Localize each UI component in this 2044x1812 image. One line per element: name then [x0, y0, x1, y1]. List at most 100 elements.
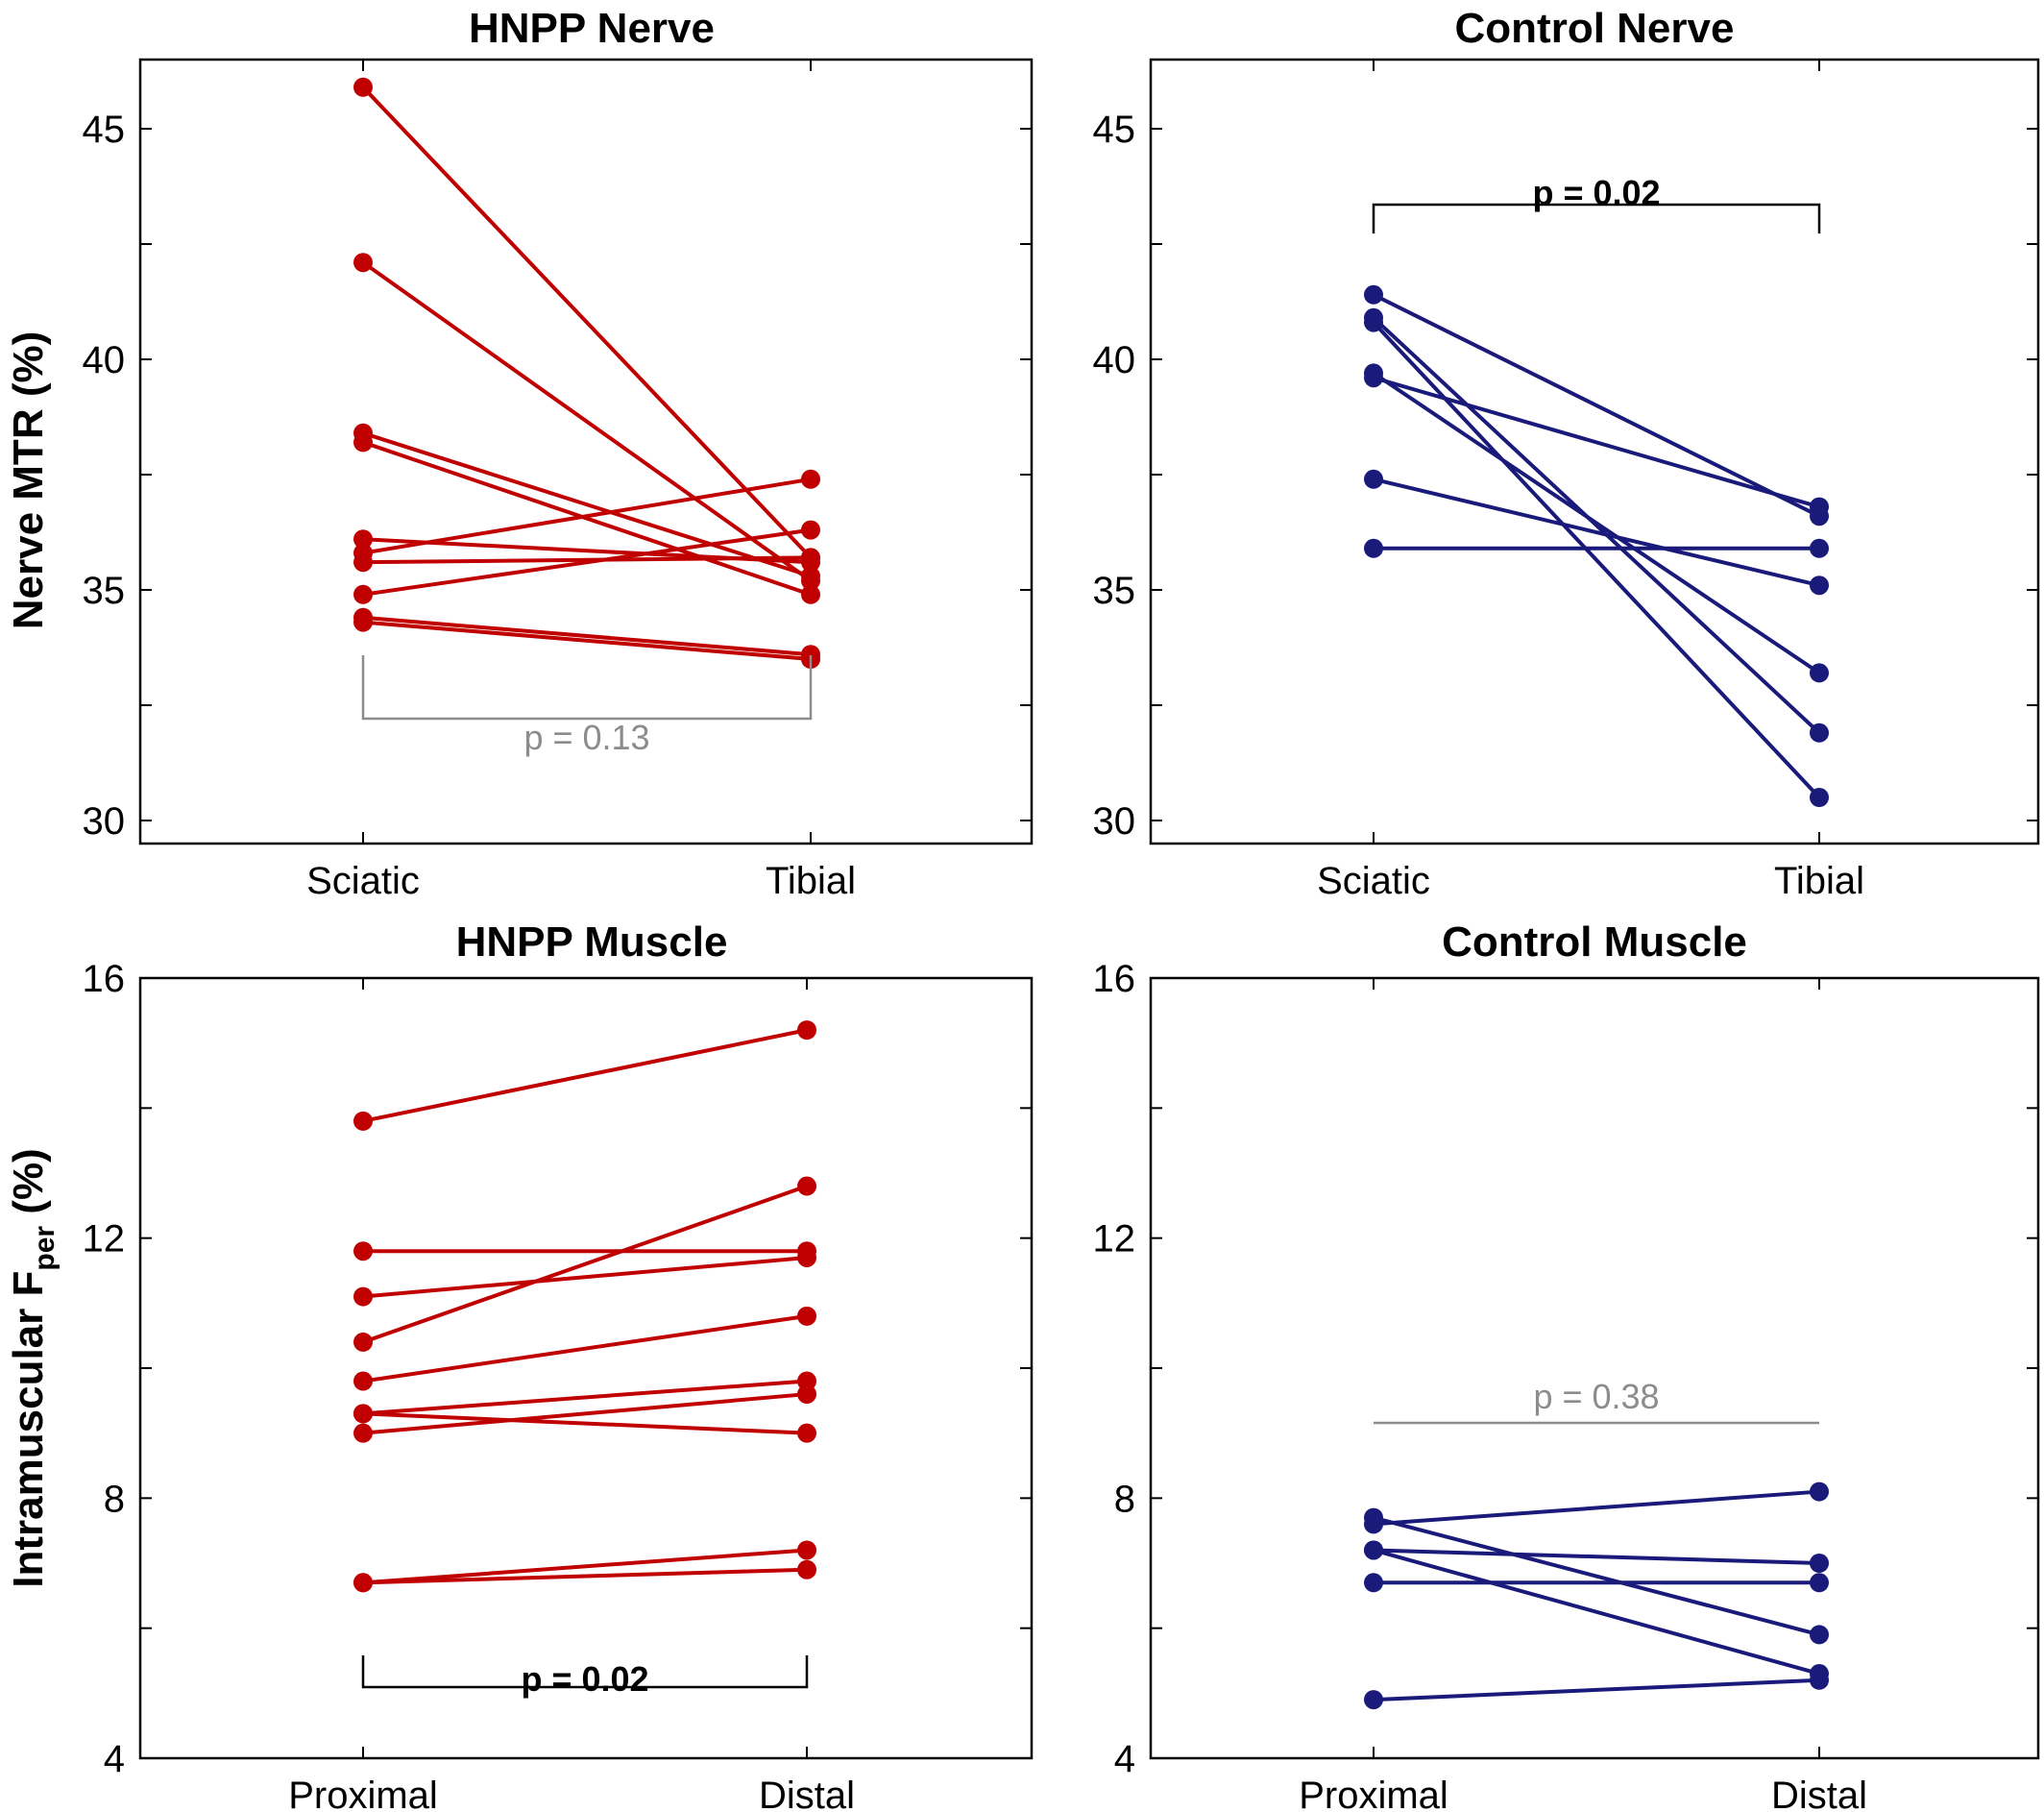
panel-control-muscle: Control Muscle 4 8 12 16 Proximal Distal p =… — [1093, 918, 2040, 1812]
x-tick-labels: Proximal Distal — [288, 1775, 855, 1812]
data-point — [353, 253, 373, 273]
series-line — [362, 1392, 808, 1435]
data-point — [353, 432, 373, 453]
data-point — [1810, 663, 1829, 683]
panel-title: Control Muscle — [1442, 918, 1747, 966]
x-tick-labels: Sciatic Tibial — [306, 860, 856, 902]
y-tick-labels: 4 8 12 16 — [1093, 958, 1136, 1780]
series-line — [362, 1028, 808, 1123]
data-point — [353, 1371, 373, 1391]
data-point — [1810, 1481, 1829, 1502]
p-value-label: p = 0.38 — [1533, 1377, 1659, 1416]
data-point — [801, 548, 820, 568]
y-tick-label: 30 — [83, 800, 126, 843]
panel-hnpp-nerve: HNPP Nerve 30 35 40 45 Sciatic Tibial p = 0.… — [83, 5, 1034, 902]
y-tick-label: 8 — [104, 1478, 125, 1520]
data-point — [1364, 469, 1383, 489]
data-point — [797, 1423, 816, 1443]
data-point — [801, 566, 820, 586]
panel-control-nerve: Control Nerve 30 35 40 45 Sciatic Tibial p =… — [1093, 5, 2040, 902]
data-point — [1810, 788, 1829, 807]
y-tick-label: 35 — [1093, 570, 1136, 612]
y-axis-label-muscle-unit: (%) — [5, 1148, 52, 1226]
data-point — [797, 1247, 816, 1267]
y-tick-label: 16 — [83, 958, 126, 1000]
panel-title: HNPP Muscle — [456, 918, 728, 966]
y-axis-label-muscle: Intramuscular Fper (%) — [5, 1148, 61, 1587]
data-point — [1364, 1514, 1383, 1534]
data-point — [1810, 722, 1829, 743]
data-point — [353, 1111, 373, 1131]
data-point — [1364, 538, 1383, 558]
series-line — [362, 440, 812, 597]
x-tick-labels: Sciatic Tibial — [1317, 860, 1864, 902]
x-tick-label: Proximal — [1299, 1775, 1448, 1812]
data-point — [1810, 1554, 1829, 1573]
data-point — [797, 1176, 816, 1196]
y-tick-label: 12 — [83, 1218, 126, 1261]
series-line — [362, 1411, 808, 1435]
p-value-label: p = 0.02 — [1532, 173, 1660, 212]
panel-hnpp-muscle: HNPP Muscle 4 8 12 16 Proximal Distal p = 0.… — [83, 918, 1034, 1812]
series-line — [1372, 371, 1821, 675]
x-tick-label: Proximal — [288, 1775, 438, 1812]
series-line — [1373, 293, 1820, 518]
significance-bracket: p = 0.38 — [1374, 1377, 1819, 1425]
x-tick-label: Sciatic — [306, 860, 420, 902]
plot-frame — [138, 58, 1034, 845]
series-line — [362, 1184, 808, 1344]
data-point — [797, 1306, 816, 1326]
data-point — [353, 1573, 373, 1593]
plot-frame — [1149, 976, 2040, 1760]
series-layer — [353, 77, 820, 669]
series-line — [362, 1548, 808, 1585]
series-line — [1373, 477, 1820, 588]
data-point — [1364, 1540, 1383, 1560]
series-line — [1373, 1677, 1820, 1702]
data-point — [1364, 312, 1383, 332]
x-tick-label: Tibial — [766, 860, 856, 902]
bracket-line — [1372, 203, 1821, 233]
data-point — [1810, 1670, 1829, 1690]
tick-marks — [1151, 60, 2038, 844]
series-line — [362, 1567, 808, 1585]
data-point — [353, 1404, 373, 1424]
data-point — [1364, 1690, 1383, 1710]
y-tick-label: 8 — [1114, 1478, 1135, 1520]
series-line — [1373, 1548, 1820, 1565]
series-line — [1373, 1515, 1820, 1637]
series-line — [1373, 376, 1820, 509]
significance-bracket: p = 0.02 — [361, 1655, 809, 1699]
series-line — [1373, 1548, 1820, 1676]
data-point — [797, 1559, 816, 1579]
y-tick-label: 4 — [104, 1738, 125, 1780]
data-point — [1364, 368, 1383, 388]
x-tick-label: Tibial — [1774, 860, 1864, 902]
data-point — [353, 1241, 373, 1261]
data-point — [801, 520, 820, 540]
data-point — [1810, 1573, 1829, 1593]
y-axis-label-nerve: Nerve MTR (%) — [5, 331, 52, 630]
data-point — [797, 1020, 816, 1041]
y-tick-label: 40 — [83, 339, 126, 381]
series-layer — [1364, 284, 1829, 807]
data-point — [353, 1332, 373, 1352]
data-point — [353, 1423, 373, 1443]
data-point — [1364, 284, 1383, 305]
data-point — [353, 584, 373, 604]
y-axis-label-muscle-main: Intramuscular F — [5, 1271, 52, 1588]
plot-frame — [1149, 58, 2040, 845]
series-layer — [1364, 1481, 1829, 1710]
bracket-line — [361, 1655, 809, 1689]
tick-marks — [140, 60, 1032, 844]
y-tick-label: 45 — [83, 109, 126, 151]
data-point — [353, 529, 373, 550]
y-tick-labels: 30 35 40 45 — [83, 109, 126, 843]
data-point — [353, 612, 373, 632]
series-line — [361, 260, 813, 583]
data-point — [353, 552, 373, 573]
series-line — [362, 615, 812, 657]
series-layer — [353, 1020, 816, 1593]
p-value-label: p = 0.02 — [521, 1659, 648, 1699]
